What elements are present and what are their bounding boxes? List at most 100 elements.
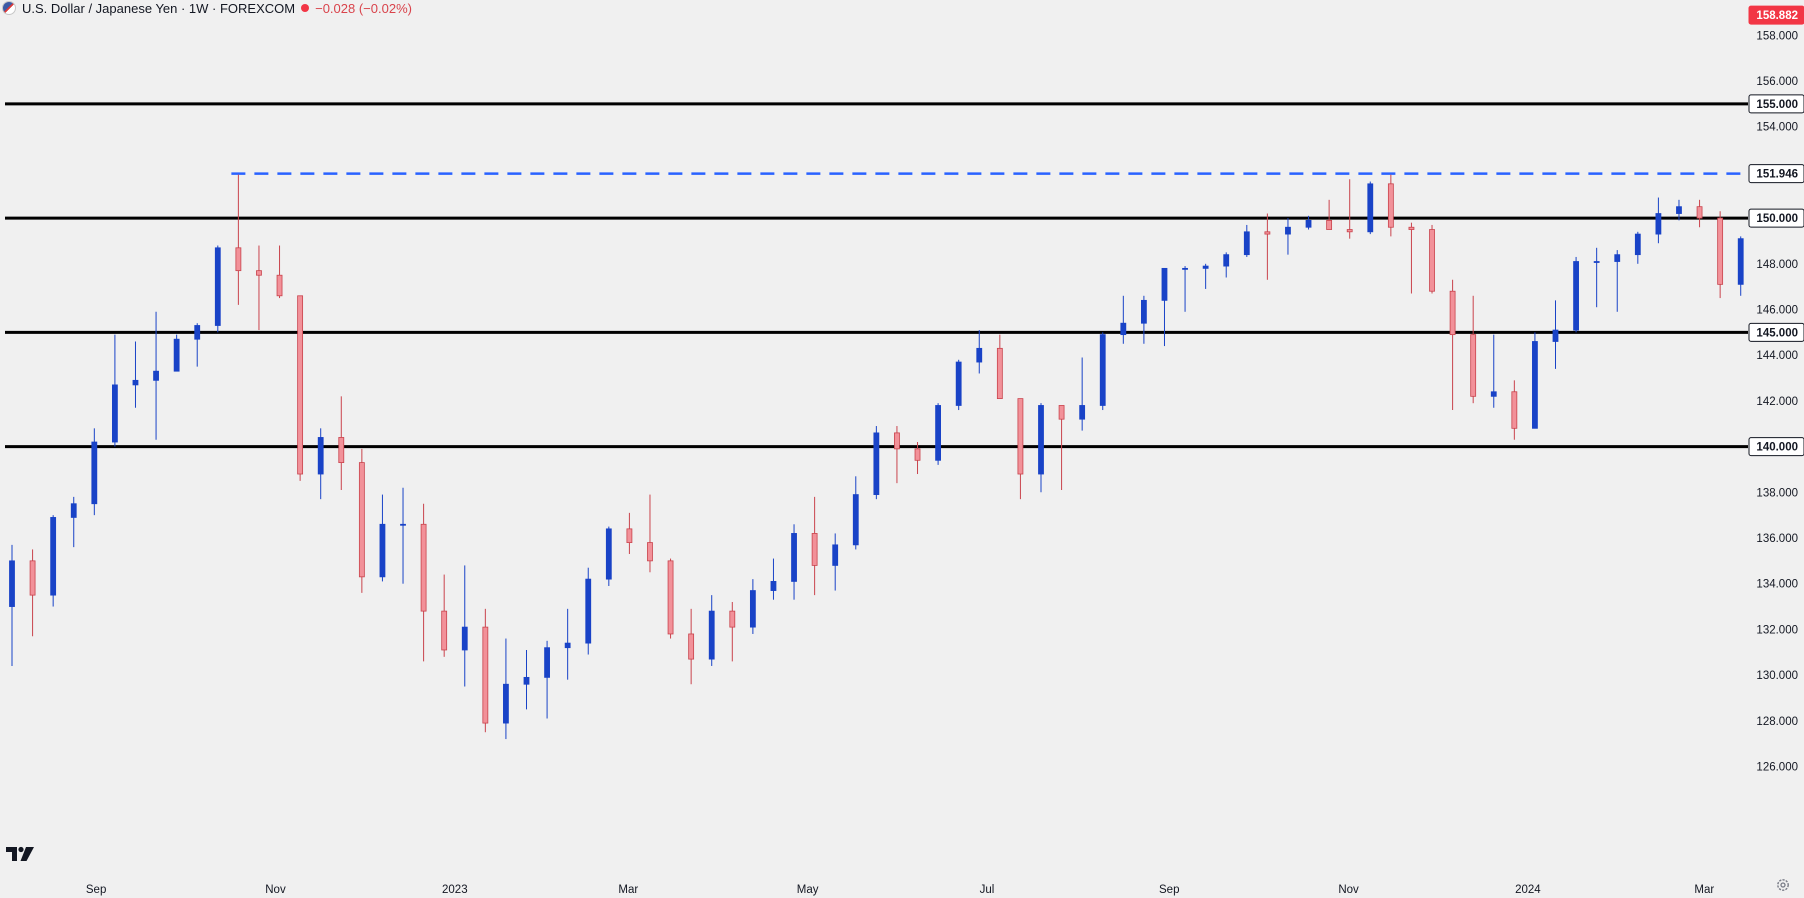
candle-2022-08-29[interactable] (91, 428, 98, 516)
candle-2022-12-19[interactable] (420, 503, 427, 662)
candle-2022-08-01[interactable] (9, 544, 15, 666)
candle-2022-11-21[interactable] (338, 396, 345, 491)
candle-2022-10-17[interactable] (235, 174, 242, 305)
candle-2023-01-23[interactable] (523, 649, 530, 710)
candle-2023-09-11[interactable] (1202, 263, 1209, 289)
candle-2023-12-04[interactable] (1449, 279, 1456, 411)
candle-2023-10-02[interactable] (1264, 213, 1271, 280)
candle-2022-10-03[interactable] (194, 323, 201, 367)
candle-2023-07-03[interactable] (996, 334, 1003, 400)
price-badge-151.946: 151.946 (1748, 164, 1804, 184)
candle-body (1367, 183, 1374, 233)
candle-2024-02-05[interactable] (1634, 231, 1641, 264)
candle-2022-09-05[interactable] (112, 334, 118, 447)
candle-2022-09-26[interactable] (173, 334, 180, 372)
candle-2022-10-10[interactable] (214, 245, 221, 333)
candle-2023-08-07[interactable] (1099, 332, 1106, 411)
candle-2022-09-12[interactable] (132, 341, 139, 408)
candle-2022-11-14[interactable] (317, 428, 324, 500)
candle-2022-08-22[interactable] (70, 496, 77, 548)
candle-2024-02-12[interactable] (1655, 197, 1662, 244)
candle-body (1346, 229, 1353, 233)
chart-title[interactable]: U.S. Dollar / Japanese Yen · 1W · FOREXC… (22, 0, 296, 16)
candle-2023-05-29[interactable] (894, 426, 900, 484)
candle-2023-03-06[interactable] (647, 494, 653, 573)
candle-2023-01-30[interactable] (544, 640, 550, 719)
y-tick-label: 142.000 (1756, 396, 1798, 408)
candle-2023-01-16[interactable] (503, 638, 509, 740)
candle-2024-02-26[interactable] (1696, 199, 1703, 228)
candle-2023-07-31[interactable] (1079, 357, 1086, 431)
candle-2024-01-22[interactable] (1593, 247, 1600, 308)
x-tick-label: May (797, 884, 819, 896)
candle-2023-08-28[interactable] (1161, 267, 1168, 347)
candle-2023-05-15[interactable] (852, 476, 859, 550)
candle-2024-03-11[interactable] (1737, 236, 1744, 296)
candle-2023-03-27[interactable] (708, 595, 715, 666)
candle-2023-08-21[interactable] (1141, 295, 1147, 344)
candle-2023-11-27[interactable] (1429, 224, 1435, 294)
y-tick-label: 158.000 (1756, 30, 1798, 42)
candle-2023-10-23[interactable] (1326, 199, 1333, 230)
candle-2023-07-17[interactable] (1038, 403, 1044, 493)
candle-2022-09-19[interactable] (153, 311, 159, 440)
candle-2023-11-20[interactable] (1408, 222, 1415, 294)
candle-2022-08-08[interactable] (29, 549, 36, 637)
candle-2023-11-06[interactable] (1367, 181, 1374, 235)
candle-2023-05-08[interactable] (832, 533, 839, 591)
candle-2023-12-25[interactable] (1511, 380, 1518, 440)
candle-2023-09-18[interactable] (1223, 252, 1230, 278)
candle-2024-01-01[interactable] (1532, 332, 1538, 429)
x-tick-label: Mar (1694, 884, 1714, 896)
candle-2023-08-14[interactable] (1120, 295, 1127, 344)
candle-2022-10-24[interactable] (256, 245, 262, 331)
candle-2023-10-09[interactable] (1285, 218, 1291, 255)
tradingview-logo-icon[interactable] (5, 844, 37, 862)
candle-2023-06-05[interactable] (914, 442, 921, 475)
candle-2023-04-03[interactable] (729, 601, 736, 662)
candle-2024-01-29[interactable] (1614, 250, 1621, 312)
candle-2023-01-09[interactable] (482, 608, 489, 733)
candle-2023-12-11[interactable] (1470, 295, 1477, 404)
candle-2024-01-15[interactable] (1573, 256, 1579, 333)
candle-2022-12-12[interactable] (400, 487, 406, 584)
candle-2023-02-20[interactable] (605, 526, 612, 586)
candle-2023-02-13[interactable] (585, 567, 592, 655)
candle-2023-06-19[interactable] (955, 359, 962, 411)
candle-2023-04-17[interactable] (770, 558, 777, 600)
candle-2023-07-24[interactable] (1058, 405, 1065, 491)
candle-2023-03-13[interactable] (667, 558, 674, 639)
candle-2022-10-31[interactable] (276, 245, 283, 299)
candle-body (1202, 265, 1209, 269)
candle-2022-12-26[interactable] (441, 574, 448, 657)
candle-2023-07-10[interactable] (1017, 398, 1024, 500)
candle-2023-02-06[interactable] (564, 608, 571, 680)
candle-2022-08-15[interactable] (50, 515, 57, 607)
candle-2024-01-08[interactable] (1552, 300, 1559, 369)
candle-2023-09-25[interactable] (1243, 224, 1250, 257)
candle-2023-05-22[interactable] (873, 426, 880, 500)
candle-2023-10-30[interactable] (1346, 179, 1353, 239)
price-badge-140.000: 140.000 (1748, 437, 1804, 457)
candle-2023-02-27[interactable] (626, 512, 633, 554)
candle-2023-04-10[interactable] (749, 579, 756, 634)
candle-2024-03-04[interactable] (1717, 211, 1724, 299)
candle-2023-10-16[interactable] (1305, 215, 1312, 230)
candle-2022-11-28[interactable] (358, 448, 365, 593)
candle-body (1429, 229, 1435, 292)
candle-2023-05-01[interactable] (811, 496, 818, 596)
candle-2024-02-19[interactable] (1676, 199, 1682, 221)
candle-2023-12-18[interactable] (1490, 334, 1497, 408)
candle-2023-01-02[interactable] (461, 565, 468, 687)
candle-2023-04-24[interactable] (791, 524, 797, 600)
candle-2022-11-07[interactable] (297, 295, 304, 481)
candle-2023-09-04[interactable] (1182, 266, 1188, 312)
candle-2023-06-12[interactable] (935, 403, 941, 465)
candle-2023-11-13[interactable] (1387, 174, 1394, 237)
candle-2023-06-26[interactable] (976, 330, 983, 374)
candle-2022-12-05[interactable] (379, 494, 386, 582)
gear-icon[interactable] (1776, 878, 1790, 892)
candle-2023-03-20[interactable] (688, 608, 695, 685)
